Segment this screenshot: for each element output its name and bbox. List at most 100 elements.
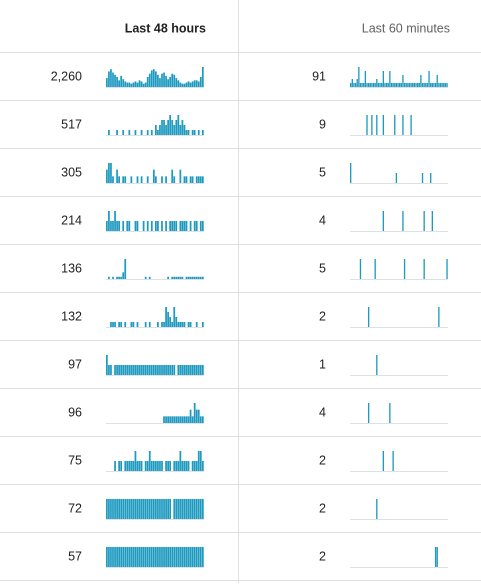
sparkline-bar (361, 83, 363, 87)
sparkline-bar (140, 461, 143, 471)
sparkline-bar (161, 547, 163, 567)
header-hours: Last 48 hours (125, 21, 206, 35)
sparkline-bar (146, 221, 149, 231)
sparkline-bar (152, 461, 155, 471)
sparkline-bar (163, 416, 165, 423)
sparkline-bar (197, 81, 200, 87)
sparkline-bar (108, 71, 110, 87)
sparkline-bar (128, 365, 131, 375)
sparkline-bar (201, 416, 204, 423)
sparkline-bar (106, 78, 108, 87)
sparkline-bar (199, 276, 202, 279)
sparkline-bar (177, 461, 180, 471)
sparkline-bar (150, 547, 153, 567)
sparkline-bar (171, 73, 174, 87)
sparkline-bar (171, 120, 174, 135)
sparkline-bar (175, 461, 178, 471)
sparkline-bar (118, 365, 120, 375)
sparkline-bar (112, 221, 114, 231)
sparkline-bar (144, 499, 147, 519)
sparkline-bar (193, 130, 196, 135)
sparkline-bar (201, 365, 204, 375)
hours-total: 305 (61, 165, 82, 179)
sparkline-bar (353, 83, 355, 87)
sparkline-bar (148, 451, 151, 471)
sparkline-bar (118, 80, 120, 87)
sparkline-bar (152, 69, 155, 87)
minutes-total: 2 (319, 501, 326, 515)
sparkline-bar (144, 461, 147, 471)
sparkline-bar (173, 276, 176, 279)
sparkline-bar (128, 221, 131, 231)
sparkline-bar (395, 173, 398, 183)
sparkline-bar (150, 221, 153, 231)
sparkline-bar (187, 130, 190, 135)
sparkline-bar (130, 83, 133, 87)
sparkline-bar (195, 365, 198, 375)
sparkline-bar (157, 74, 159, 87)
sparkline-bar (185, 365, 188, 375)
sparkline-bar (140, 547, 143, 567)
sparkline-bar (114, 365, 116, 375)
sparkline-bar (126, 547, 129, 567)
sparkline-bar (179, 499, 182, 519)
sparkline-bar (197, 547, 200, 567)
sparkline-bar (124, 259, 127, 279)
sparkline-bar (197, 451, 200, 471)
sparkline-bar (433, 83, 435, 87)
hours-total: 72 (68, 501, 82, 515)
sparkline-bar (189, 409, 192, 423)
sparkline-bar (126, 82, 129, 87)
sparkline-bar (403, 259, 406, 279)
sparkline-bar (177, 416, 180, 423)
sparkline-bar (144, 322, 147, 327)
sparkline-bar (110, 163, 112, 183)
sparkline-bar (189, 365, 192, 375)
sparkline-bar (118, 461, 120, 471)
minutes-total: 91 (312, 69, 326, 83)
sparkline-bar (171, 322, 174, 327)
sparkline-bar (152, 365, 155, 375)
sparkline-bar (165, 307, 167, 327)
sparkline-bar (163, 322, 165, 327)
sparkline-bar (191, 365, 194, 375)
sparkline-bar (171, 276, 174, 279)
sparkline-bar (173, 221, 176, 231)
sparkline-bar (173, 74, 176, 87)
sparkline-bar (110, 499, 112, 519)
sparkline-bar (181, 276, 184, 279)
sparkline-bar (167, 276, 169, 279)
sparkline-bar (163, 365, 165, 375)
sparkline-bar (423, 211, 425, 231)
sparkline-bar (199, 221, 202, 231)
sparkline-bar (367, 307, 370, 327)
sparkline-bar (446, 83, 448, 87)
sparkline-bar (157, 461, 159, 471)
sparkline-bar (157, 365, 159, 375)
sparkline-bar (163, 547, 165, 567)
sparkline-bar (185, 221, 188, 231)
sparkline-bar (369, 83, 371, 87)
sparkline-bar (183, 221, 186, 231)
sparkline-bar (126, 499, 129, 519)
sparkline-bar (116, 130, 118, 135)
sparkline-bar (376, 499, 378, 519)
sparkline-bar (108, 499, 110, 519)
sparkline-bar (175, 416, 178, 423)
sparkline-bar (138, 80, 141, 87)
hours-total: 2,260 (51, 69, 82, 83)
sparkline-bar (161, 322, 163, 327)
sparkline-bar (372, 83, 375, 87)
sparkline-bar (165, 125, 167, 135)
sparkline-bar (356, 79, 358, 87)
sparkline-bar (189, 176, 192, 183)
sparkline-bar (179, 451, 182, 471)
sparkline-bar (397, 83, 399, 87)
sparkline-bar (394, 83, 396, 87)
sparkline-bar (132, 365, 135, 375)
sparkline-bar (431, 83, 433, 87)
sparkline-bar (199, 547, 202, 567)
sparkline-bar (155, 547, 157, 567)
sparkline-bar (371, 83, 373, 87)
